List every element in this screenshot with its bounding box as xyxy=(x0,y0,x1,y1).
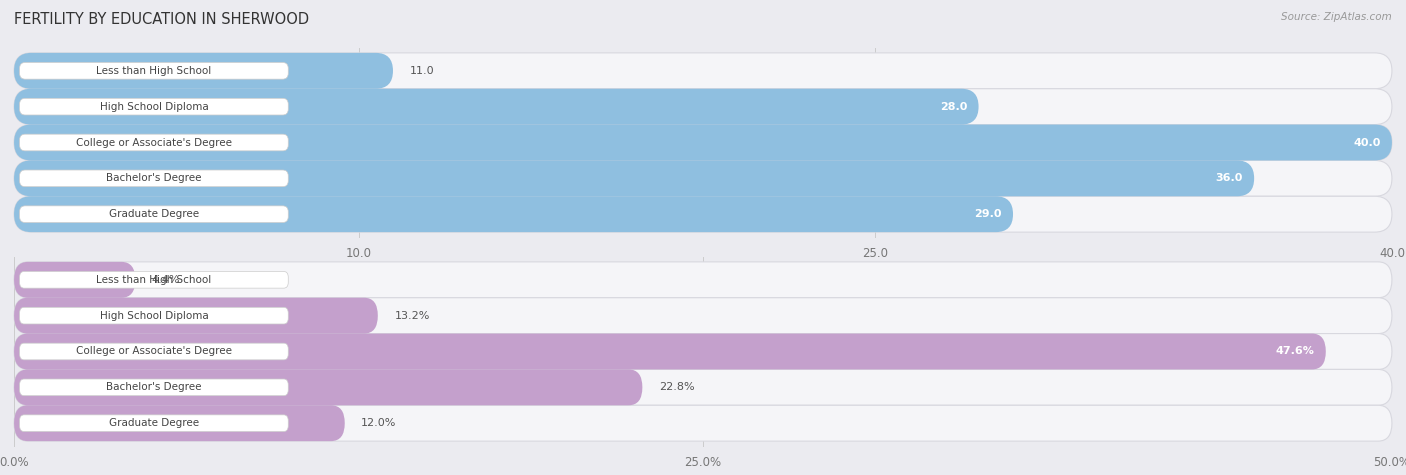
Text: 47.6%: 47.6% xyxy=(1275,346,1315,357)
FancyBboxPatch shape xyxy=(20,307,288,324)
FancyBboxPatch shape xyxy=(14,196,1392,232)
FancyBboxPatch shape xyxy=(14,405,344,441)
FancyBboxPatch shape xyxy=(20,63,288,79)
Text: 28.0: 28.0 xyxy=(941,102,967,112)
Text: 12.0%: 12.0% xyxy=(361,418,396,428)
FancyBboxPatch shape xyxy=(20,415,288,431)
FancyBboxPatch shape xyxy=(20,206,288,222)
FancyBboxPatch shape xyxy=(20,170,288,187)
FancyBboxPatch shape xyxy=(14,53,1392,89)
Text: 40.0: 40.0 xyxy=(1354,137,1381,148)
FancyBboxPatch shape xyxy=(14,161,1392,196)
FancyBboxPatch shape xyxy=(14,89,1392,124)
Text: 22.8%: 22.8% xyxy=(659,382,695,392)
FancyBboxPatch shape xyxy=(14,370,1392,405)
FancyBboxPatch shape xyxy=(20,272,288,288)
Text: Less than High School: Less than High School xyxy=(96,66,211,76)
FancyBboxPatch shape xyxy=(14,405,1392,441)
FancyBboxPatch shape xyxy=(14,298,378,333)
FancyBboxPatch shape xyxy=(20,98,288,115)
FancyBboxPatch shape xyxy=(14,298,1392,333)
FancyBboxPatch shape xyxy=(14,262,1392,298)
Text: Source: ZipAtlas.com: Source: ZipAtlas.com xyxy=(1281,12,1392,22)
Text: Bachelor's Degree: Bachelor's Degree xyxy=(107,382,201,392)
Text: Graduate Degree: Graduate Degree xyxy=(108,418,200,428)
Text: Bachelor's Degree: Bachelor's Degree xyxy=(107,173,201,183)
FancyBboxPatch shape xyxy=(20,379,288,396)
Text: College or Associate's Degree: College or Associate's Degree xyxy=(76,137,232,148)
FancyBboxPatch shape xyxy=(14,370,643,405)
FancyBboxPatch shape xyxy=(14,89,979,124)
FancyBboxPatch shape xyxy=(14,124,1392,161)
Text: 29.0: 29.0 xyxy=(974,209,1002,219)
FancyBboxPatch shape xyxy=(20,343,288,360)
FancyBboxPatch shape xyxy=(14,124,1392,161)
Text: 13.2%: 13.2% xyxy=(394,311,430,321)
Text: 11.0: 11.0 xyxy=(409,66,434,76)
FancyBboxPatch shape xyxy=(14,196,1012,232)
Text: Graduate Degree: Graduate Degree xyxy=(108,209,200,219)
Text: FERTILITY BY EDUCATION IN SHERWOOD: FERTILITY BY EDUCATION IN SHERWOOD xyxy=(14,12,309,27)
Text: Less than High School: Less than High School xyxy=(96,275,211,285)
Text: 4.4%: 4.4% xyxy=(152,275,180,285)
Text: High School Diploma: High School Diploma xyxy=(100,102,208,112)
FancyBboxPatch shape xyxy=(14,53,394,89)
FancyBboxPatch shape xyxy=(14,161,1254,196)
FancyBboxPatch shape xyxy=(14,262,135,298)
FancyBboxPatch shape xyxy=(20,134,288,151)
Text: 36.0: 36.0 xyxy=(1216,173,1243,183)
FancyBboxPatch shape xyxy=(14,333,1392,370)
FancyBboxPatch shape xyxy=(14,333,1326,370)
Text: High School Diploma: High School Diploma xyxy=(100,311,208,321)
Text: College or Associate's Degree: College or Associate's Degree xyxy=(76,346,232,357)
